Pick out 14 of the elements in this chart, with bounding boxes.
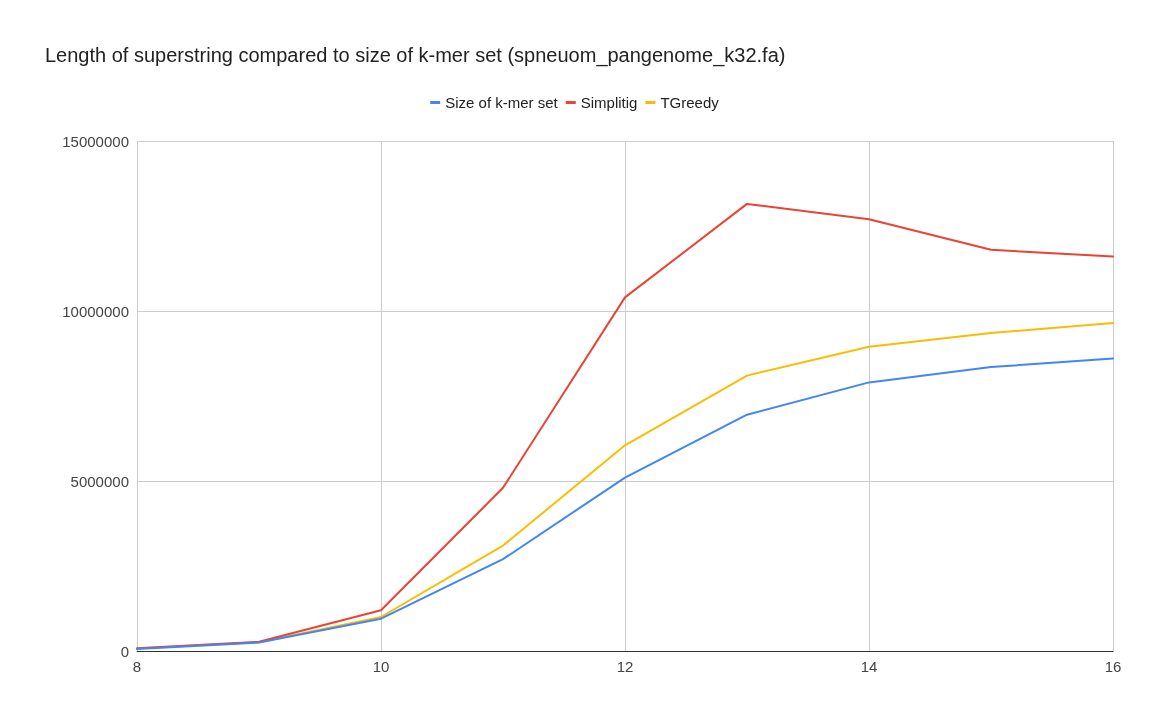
x-tick-label: 14 <box>860 658 878 675</box>
line-series <box>136 202 1114 650</box>
y-tick-label: 10000000 <box>62 302 129 320</box>
legend-label: Simplitig <box>580 94 638 111</box>
x-tick-label: 8 <box>132 658 142 675</box>
y-tick-label: 0 <box>120 642 129 660</box>
x-tick-label: 10 <box>372 658 390 675</box>
y-tick-label: 5000000 <box>70 472 129 490</box>
x-tick-label: 16 <box>1104 658 1122 675</box>
legend-label: TGreedy <box>660 94 720 111</box>
y-tick-label: 15000000 <box>62 132 129 150</box>
x-tick-label: 12 <box>616 658 634 675</box>
chart-title: Length of superstring compared to size of k-mer set (spneuom_pangenome_k32.fa) <box>45 44 786 67</box>
legend-label: Size of k-mer set <box>445 94 559 111</box>
